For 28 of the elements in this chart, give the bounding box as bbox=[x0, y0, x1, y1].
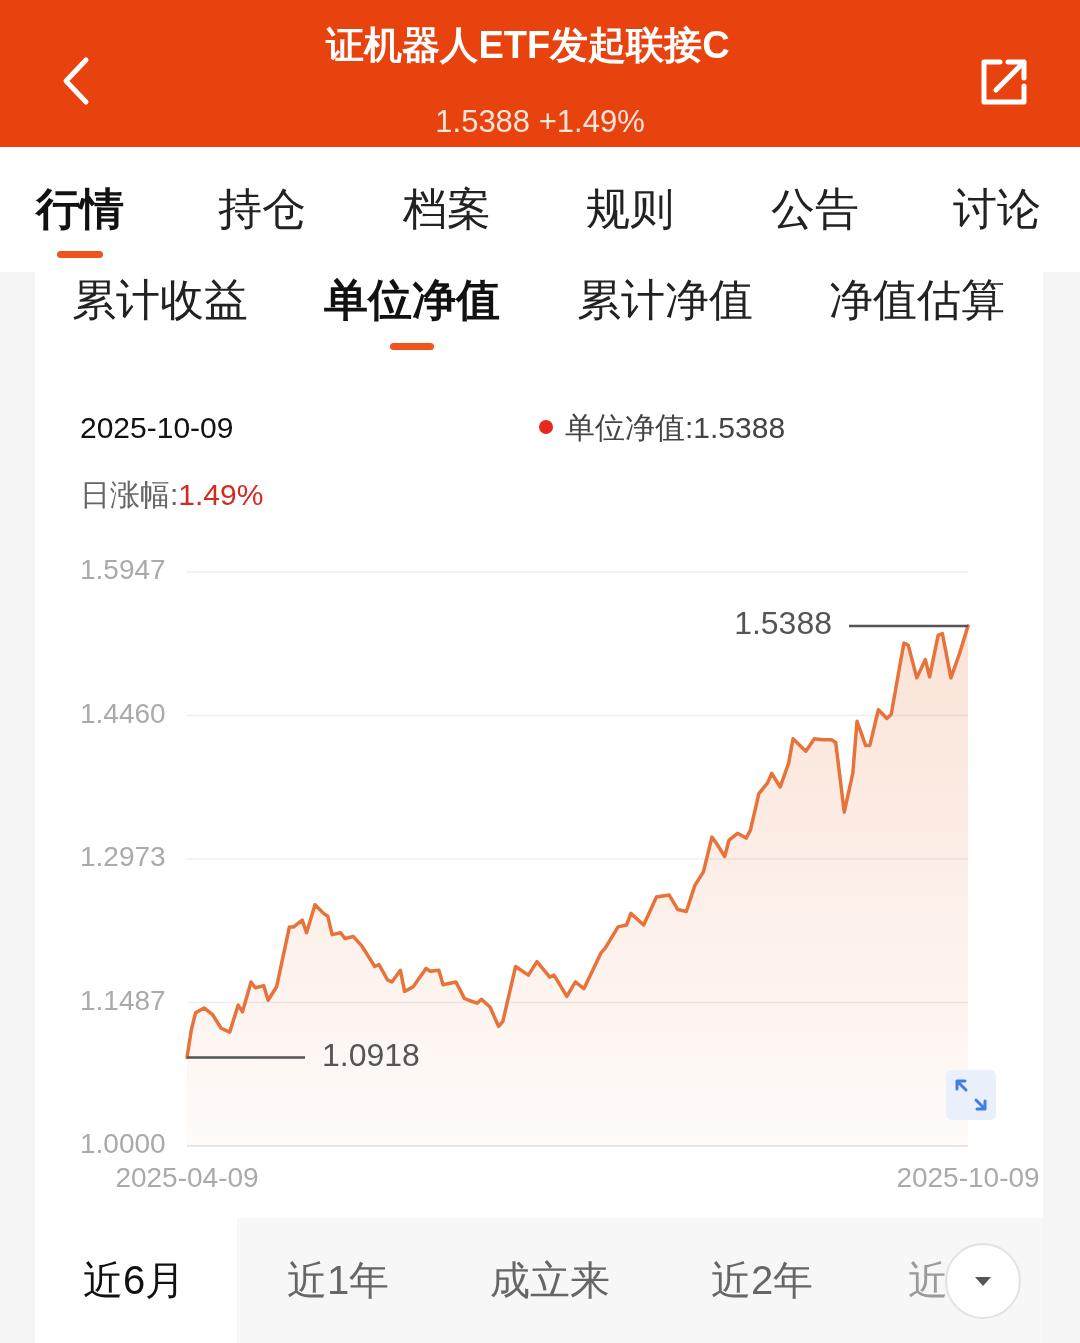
text: 近 bbox=[908, 1258, 948, 1302]
text: 近2年 bbox=[710, 1258, 814, 1302]
text: 近6月 bbox=[82, 1258, 186, 1302]
y-tick-label: 1.4460 bbox=[80, 697, 166, 729]
text: 成立来 bbox=[490, 1258, 610, 1302]
text: 单位净值:1.5388 bbox=[565, 411, 786, 444]
text: 讨论 bbox=[953, 184, 1041, 233]
text: 累计净值 bbox=[577, 275, 753, 324]
y-tick-label: 1.2973 bbox=[80, 841, 166, 873]
text: 累计收益 bbox=[72, 275, 248, 324]
text: 规则 bbox=[586, 184, 674, 233]
text: 单位净值 bbox=[323, 275, 500, 324]
annotation: 1.5388 bbox=[734, 605, 832, 642]
text: 公告 bbox=[771, 184, 859, 233]
text: 近1年 bbox=[286, 1258, 390, 1302]
y-tick-label: 1.5947 bbox=[80, 554, 166, 586]
text: 日涨幅:1.49% bbox=[80, 478, 264, 511]
text: 持仓 bbox=[218, 184, 306, 233]
chart-title: 证机器人ETF发起联接C bbox=[325, 24, 730, 66]
x-tick-label: 2025-04-09 bbox=[115, 1162, 259, 1193]
text: 行情 bbox=[34, 184, 124, 233]
y-tick-label: 1.0000 bbox=[80, 1128, 166, 1160]
annotation: 1.0918 bbox=[322, 1036, 420, 1073]
text: 净值估算 bbox=[829, 275, 1005, 324]
text: 档案 bbox=[402, 184, 491, 233]
y-tick-label: 1.1487 bbox=[80, 984, 166, 1016]
text: 2025-10-09 bbox=[80, 411, 234, 444]
chart-subtitle: 1.5388 +1.49% bbox=[435, 104, 645, 139]
